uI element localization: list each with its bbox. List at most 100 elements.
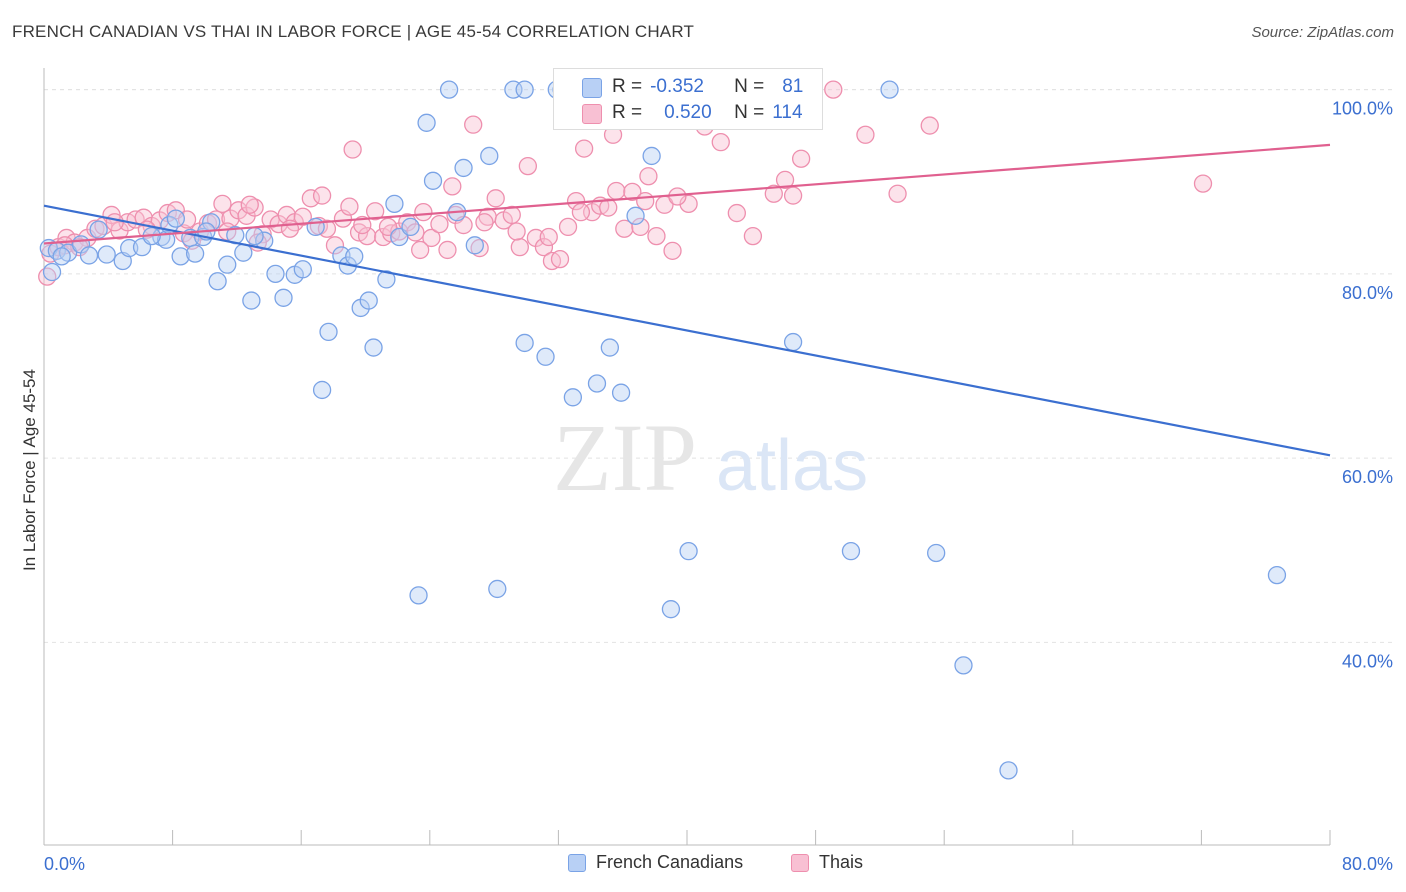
french-canadian-point	[312, 380, 332, 400]
thai-point	[293, 207, 312, 226]
french-canadian-point	[234, 243, 253, 262]
thai-point	[470, 238, 489, 258]
trend-lines	[43, 143, 1331, 457]
legend-item-thais[interactable]: Thais	[791, 852, 863, 873]
thai-point	[414, 203, 433, 222]
french-canadian-point	[515, 80, 534, 99]
x-tick-label: 0.0%	[44, 854, 85, 874]
thai-point	[312, 186, 332, 205]
thai-point	[727, 203, 746, 223]
legend-swatch-thais	[582, 104, 602, 124]
legend-swatch-french-canadians	[568, 853, 586, 872]
thai-point	[824, 80, 843, 99]
french-canadian-point	[423, 171, 443, 190]
legend-item-french-canadians[interactable]: French Canadians	[568, 852, 743, 873]
french-canadian-point	[97, 245, 116, 264]
thai-point	[668, 187, 687, 206]
thai-point	[510, 238, 529, 257]
french-canadian-point	[401, 217, 420, 237]
thai-point	[663, 241, 682, 260]
thai-point	[920, 116, 939, 135]
correlation-legend: R = -0.352 N = 81 R = 0.520 N = 114	[553, 68, 823, 130]
thai-point	[206, 210, 226, 229]
gridlines	[44, 89, 1392, 643]
thai-point	[607, 181, 626, 201]
french-canadian-point	[120, 238, 139, 258]
french-canadian-point	[465, 236, 484, 255]
thai-point	[743, 226, 763, 246]
french-canadian-point	[679, 541, 698, 561]
french-canadian-point	[999, 761, 1018, 780]
legend-swatch-french-canadians	[582, 78, 602, 98]
thai-point	[357, 226, 377, 246]
thai-point	[574, 139, 594, 158]
french-canadian-point	[600, 338, 619, 357]
watermark-atlas: atlas	[716, 426, 868, 506]
french-canadian-point	[274, 288, 293, 307]
thai-point	[411, 240, 430, 260]
trend-line-thais	[43, 143, 1331, 245]
french-canadian-point	[642, 146, 661, 166]
thai-point	[539, 227, 558, 247]
french-canadian-point	[587, 374, 607, 393]
thai-point	[502, 205, 521, 225]
thai-point	[105, 213, 124, 232]
thai-point	[464, 115, 483, 134]
thai-point	[888, 184, 907, 203]
french-canadian-point	[409, 586, 428, 605]
french-canadian-point	[783, 332, 803, 352]
french-canadian-point	[242, 291, 261, 310]
french-canadian-point	[79, 246, 99, 265]
french-canadian-point	[208, 272, 227, 291]
french-canadian-point	[89, 220, 108, 239]
french-canadian-point	[218, 255, 237, 274]
thai-point	[599, 198, 618, 217]
legend-label: Thais	[819, 852, 864, 872]
thai-point	[245, 198, 264, 217]
thai-point	[647, 226, 666, 246]
french-canadian-point	[536, 347, 555, 366]
thai-point	[353, 215, 372, 235]
thai-point	[856, 125, 875, 144]
source-label: Source: ZipAtlas.com	[1251, 24, 1394, 41]
thai-point	[486, 189, 505, 208]
thai-point	[783, 186, 803, 205]
y-tick-label: 100.0%	[1332, 99, 1393, 119]
french-canadian-point	[417, 113, 436, 132]
french-canadian-point	[1267, 565, 1287, 585]
french-canadian-point	[927, 543, 946, 563]
french-canadian-point	[439, 80, 459, 99]
french-canadian-point	[454, 158, 473, 178]
thai-point	[711, 132, 730, 152]
french-canadian-point	[345, 247, 364, 266]
thai-point	[775, 170, 795, 190]
french-canadian-point	[319, 322, 338, 342]
french-canadian-point	[359, 291, 378, 310]
thai-point	[639, 167, 658, 186]
r-label: R =	[612, 76, 643, 97]
thai-point	[558, 217, 578, 237]
thai-point	[791, 149, 811, 168]
french-canadian-point	[661, 600, 681, 619]
n-label: N =	[734, 76, 765, 97]
watermark: ZIP atlas	[553, 404, 868, 511]
thai-point	[679, 194, 698, 214]
legend-row-french-canadians: R = -0.352 N = 81	[612, 74, 803, 100]
thai-point	[623, 182, 642, 202]
thai-point	[343, 140, 362, 159]
french-canadian-point	[306, 217, 325, 237]
french-canadian-point	[185, 244, 205, 263]
watermark-zip: ZIP	[553, 404, 697, 511]
french-canadian-point	[266, 264, 285, 284]
legend-row-thais: R = 0.520 N = 114	[612, 100, 803, 126]
thai-point	[636, 191, 655, 211]
french-canadian-point	[245, 226, 264, 246]
chart-title: FRENCH CANADIAN VS THAI IN LABOR FORCE |…	[12, 22, 695, 41]
thai-point	[340, 197, 359, 216]
thai-point	[365, 202, 385, 221]
y-tick-label: 80.0%	[1342, 283, 1393, 303]
trend-line-french-canadians	[43, 204, 1331, 457]
thai-point	[430, 214, 449, 234]
french-canadian-point	[563, 388, 583, 407]
r-label: R =	[612, 102, 643, 123]
